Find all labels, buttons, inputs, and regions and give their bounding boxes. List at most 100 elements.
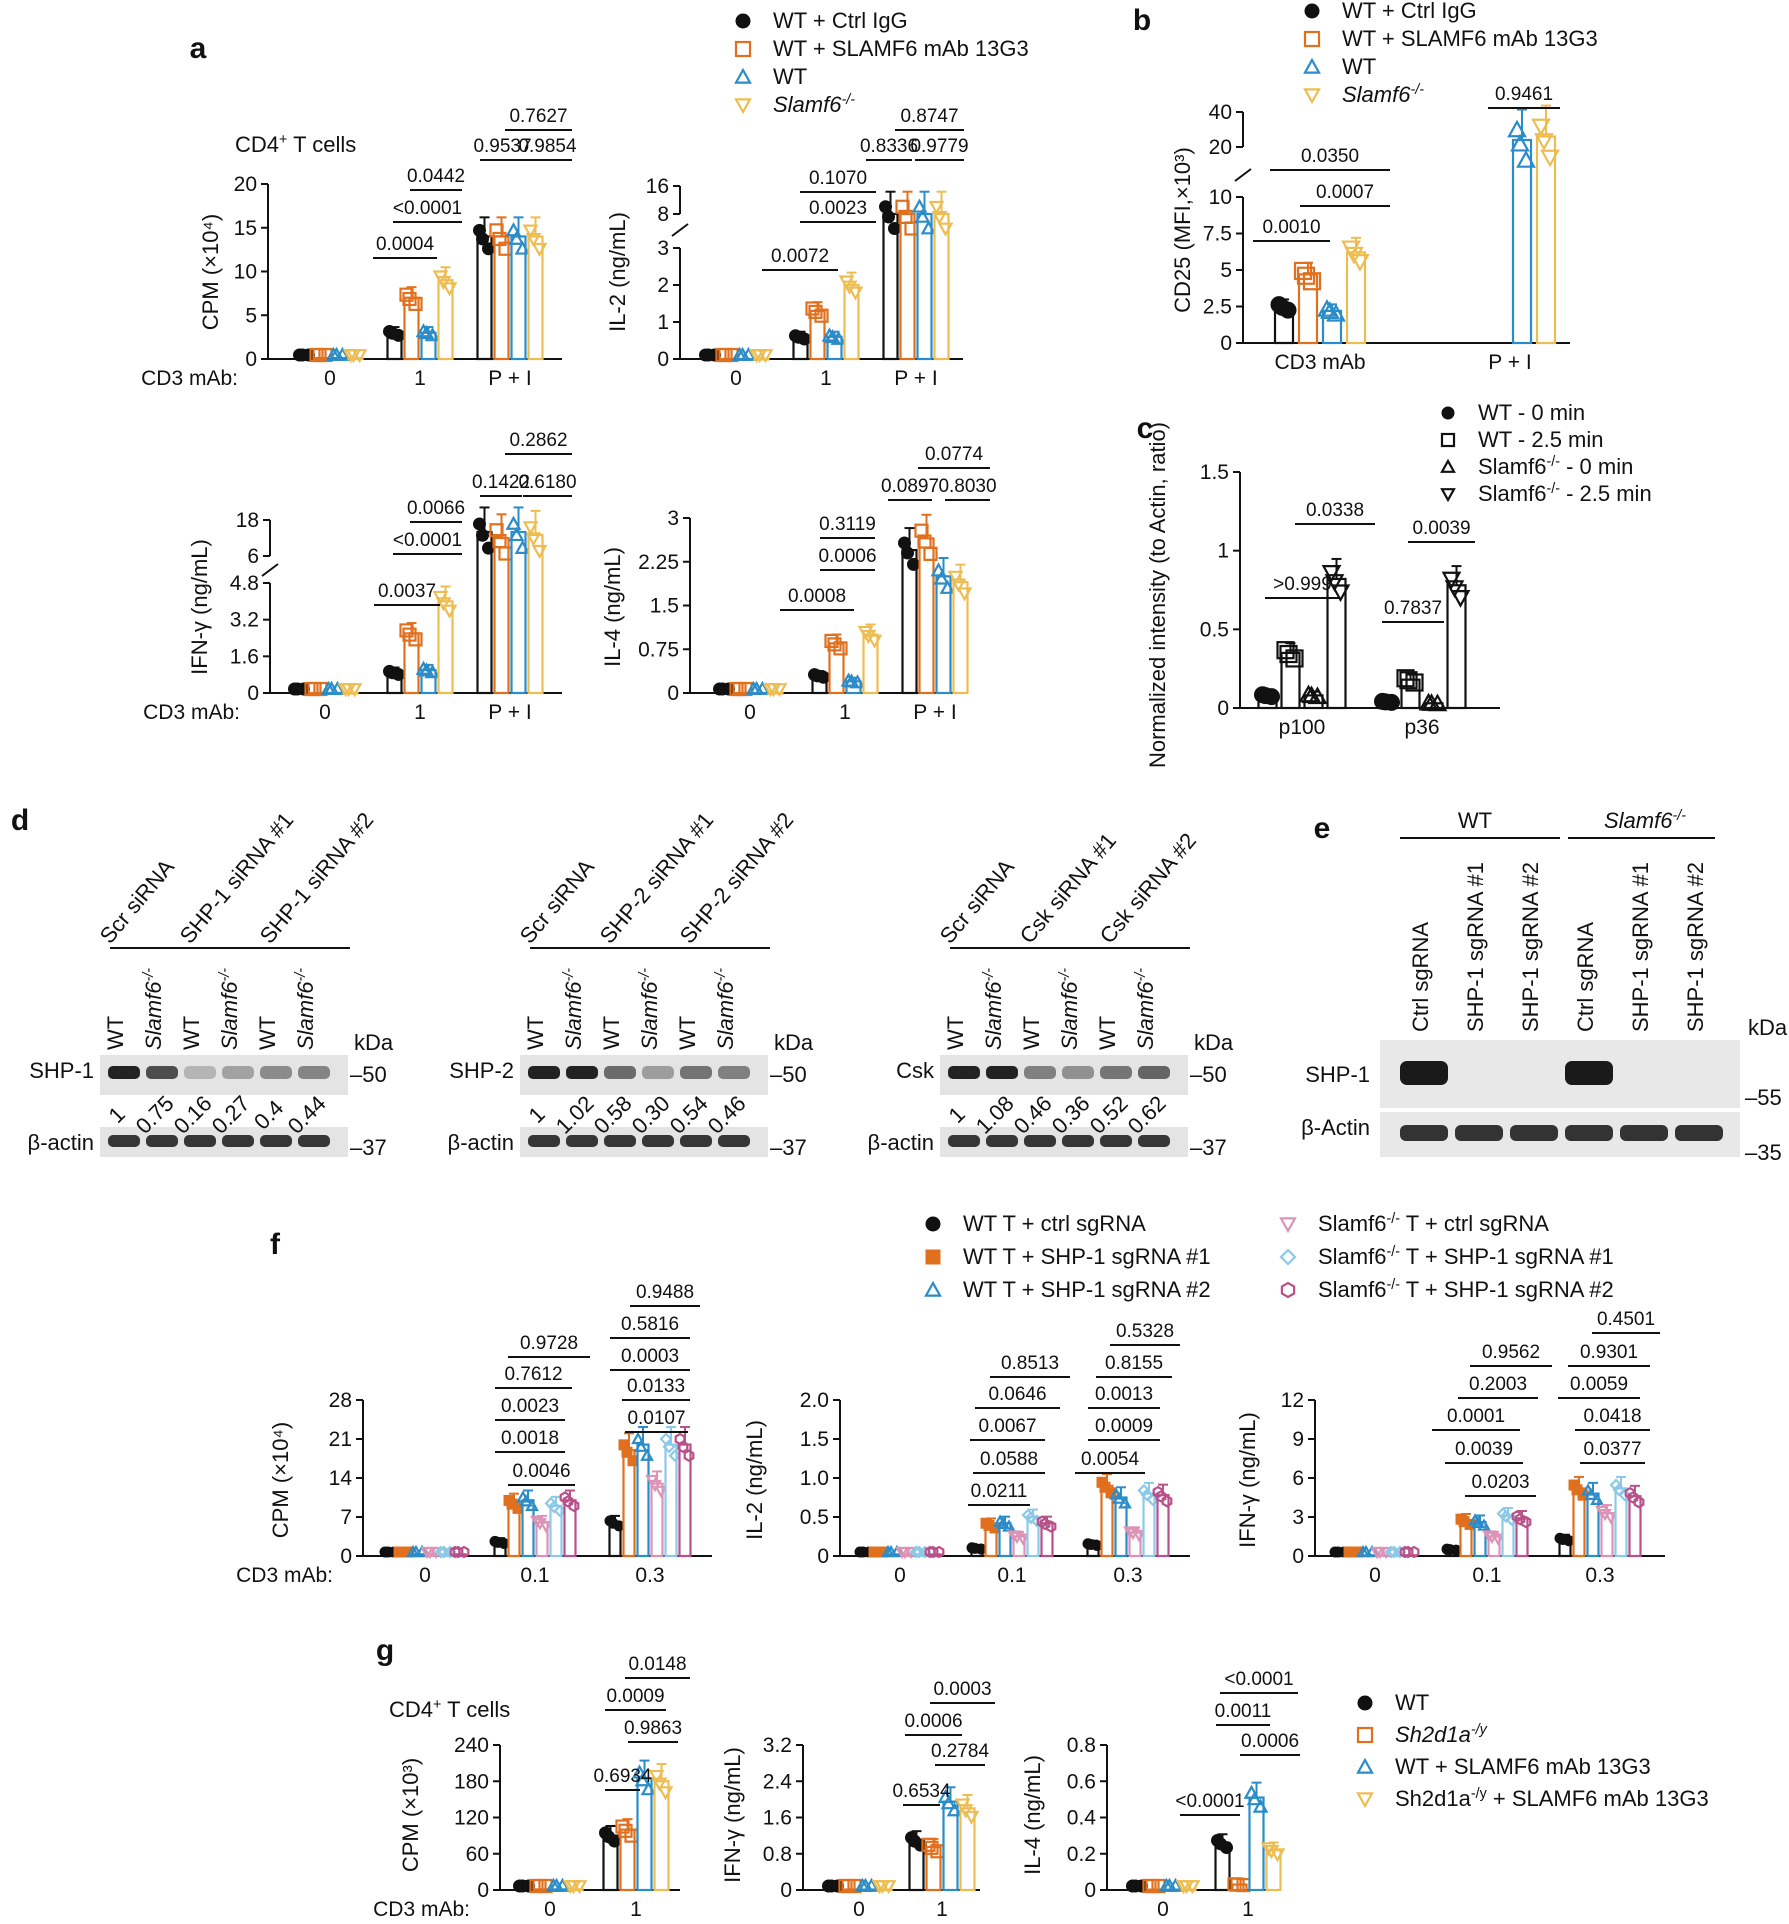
data-point (825, 1879, 838, 1893)
p-value: 0.0377 (1583, 1439, 1641, 1460)
legend-label: WT - 2.5 min (1478, 427, 1604, 452)
data-point (824, 328, 841, 344)
data-point (1257, 687, 1274, 705)
control-label: β-actin (28, 1130, 94, 1155)
p-value: 0.0066 (407, 498, 465, 519)
x-axis-prefix: CD3 mAb: (141, 367, 238, 390)
legend-marker (924, 1280, 942, 1297)
x-tick-label: 0.1 (520, 1564, 549, 1587)
data-point (1263, 1845, 1280, 1860)
band (260, 1135, 292, 1147)
y-tick-label: 5 (245, 304, 257, 327)
data-point (718, 347, 733, 363)
chart-a2: 0 1 2 3 8 16 IL-2 (ng/mL) 0 1 P + I 0.0072 0.0023 0.… (605, 106, 969, 390)
legend-g: WT Sh2d1a-/y WT + SLAMF6 mAb 13G3 Sh2d1a-/y… (1356, 1690, 1709, 1811)
x-tick-label: 0.3 (635, 1564, 664, 1587)
data-point (732, 681, 747, 697)
p-value: 0.0018 (501, 1428, 559, 1449)
p-value: 0.1422 (472, 472, 530, 493)
data-point (562, 1495, 574, 1508)
y-tick-label: 0 (247, 682, 259, 705)
x-tick-label: P + I (488, 367, 531, 390)
band (1620, 1125, 1668, 1141)
panel-label-e: e (1314, 812, 1331, 845)
data-point (871, 1546, 883, 1558)
data-point (533, 1518, 547, 1531)
data-point (874, 1880, 891, 1895)
data-point (476, 232, 489, 246)
y-tick-label: 3.2 (763, 1734, 792, 1757)
band (222, 1135, 254, 1147)
data-point (908, 1834, 921, 1848)
p-value: 0.0037 (378, 581, 436, 602)
y-tick-label: 3 (1292, 1506, 1304, 1529)
legend-marker (925, 1249, 941, 1265)
data-point (492, 533, 507, 549)
p-value: 0.0023 (501, 1396, 559, 1417)
legend-f-left: WT T + ctrl sgRNA WT T + SHP-1 sgRNA #1 WT… (924, 1211, 1211, 1302)
data-point (1007, 1530, 1021, 1543)
band-label: SHP-1 (1305, 1062, 1370, 1087)
p-value: 0.9779 (910, 136, 968, 157)
marker-label: –50 (350, 1062, 387, 1087)
x-tick-label: 1 (820, 367, 832, 390)
data-point (506, 1498, 518, 1510)
p-value: 0.2862 (509, 430, 567, 451)
p-value: 0.0039 (1455, 1439, 1513, 1460)
band (108, 1135, 140, 1147)
p-value: <0.0001 (393, 530, 462, 551)
legend-label: Slamf6-/- (1342, 82, 1424, 107)
lane-label: WT (103, 1016, 128, 1050)
band (298, 1135, 330, 1147)
data-point (1324, 574, 1345, 592)
p-value: 0.8030 (938, 476, 996, 497)
data-point (1302, 272, 1322, 291)
p-value: 0.6934 (593, 1766, 652, 1787)
legend-label: Slamf6-/- (773, 92, 855, 117)
y-axis-label: IL-4 (ng/mL) (600, 547, 625, 667)
p-value: 0.6534 (892, 1781, 951, 1802)
data-point (399, 287, 414, 302)
data-point (621, 1446, 633, 1458)
y-tick-label: 3.2 (230, 609, 259, 632)
p-value: 0.0039 (1412, 518, 1470, 539)
data-point (1633, 1495, 1645, 1509)
p-value: 0.9301 (1580, 1342, 1638, 1363)
data-point (618, 1823, 633, 1838)
y-tick-label: 10 (1209, 186, 1232, 209)
data-point (1161, 1494, 1173, 1508)
data-point (914, 208, 931, 223)
y-tick-label: 1.5 (650, 595, 679, 618)
chart-a3: 0 1.6 3.2 4.8 6 18 IFN-γ (ng/mL) 0 1 P + I CD3 mAb… (143, 430, 576, 724)
band-ratio: 1 (104, 1102, 130, 1128)
lane-label: WT (599, 1016, 624, 1050)
y-tick-label: 0.5 (800, 1506, 829, 1529)
data-point (882, 210, 895, 224)
bar (916, 212, 933, 361)
marker-label: –50 (1190, 1062, 1227, 1087)
data-point (1609, 1478, 1623, 1492)
data-point (648, 1479, 662, 1493)
bar (636, 1443, 650, 1558)
data-point (1296, 266, 1316, 285)
p-value: 0.0008 (788, 586, 846, 607)
marker-label: –37 (1190, 1135, 1227, 1160)
lane-label: Ctrl sgRNA (1573, 922, 1598, 1032)
p-value: 0.0442 (407, 166, 465, 187)
data-point (492, 231, 507, 247)
x-tick-label: 0 (1157, 1898, 1169, 1921)
legend-label: Slamf6-/- - 2.5 min (1478, 481, 1652, 506)
data-point (505, 515, 522, 530)
y-axis-label: Normalized intensity (to Actin, ratio) (1145, 422, 1170, 768)
data-point (1482, 1530, 1496, 1543)
x-tick-label: 0 (319, 701, 331, 724)
x-tick-label: 1 (630, 1898, 642, 1921)
x-tick-label: 1 (936, 1898, 948, 1921)
kda-label: kDa (774, 1030, 814, 1055)
lane-label: Slamf6-/- (561, 968, 586, 1050)
x-tick-label: 0 (544, 1898, 556, 1921)
data-point (1387, 1545, 1401, 1559)
x-tick-label: 0.3 (1585, 1564, 1614, 1587)
y-tick-label: 0 (667, 682, 679, 705)
